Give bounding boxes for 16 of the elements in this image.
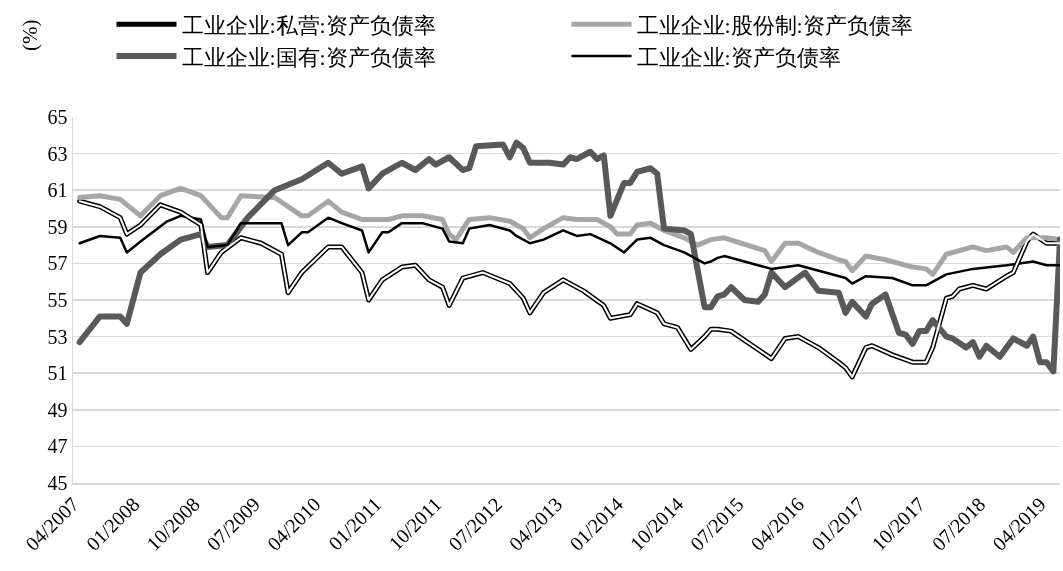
y-tick-label: 49 [47,398,68,421]
y-tick-label: 47 [47,435,68,458]
legend-label: 工业企业:资产负债率 [636,44,841,70]
y-tick-label: 65 [47,106,68,128]
y-tick-label: 57 [47,252,68,275]
y-tick-label: 63 [47,142,68,165]
y-tick-label: 51 [47,362,68,385]
y-axis-title: (%) [17,19,42,52]
legend-label: 工业企业:私营:资产负债率 [181,12,436,38]
y-tick-label: 61 [47,179,68,202]
y-tick-label: 53 [47,325,68,348]
legend-label: 工业企业:国有:资产负债率 [181,44,436,70]
legend-label: 工业企业:股份制:资产负债率 [636,12,913,38]
y-tick-label: 55 [47,289,68,311]
y-tick-label: 45 [47,472,68,494]
y-tick-label: 59 [47,215,68,238]
